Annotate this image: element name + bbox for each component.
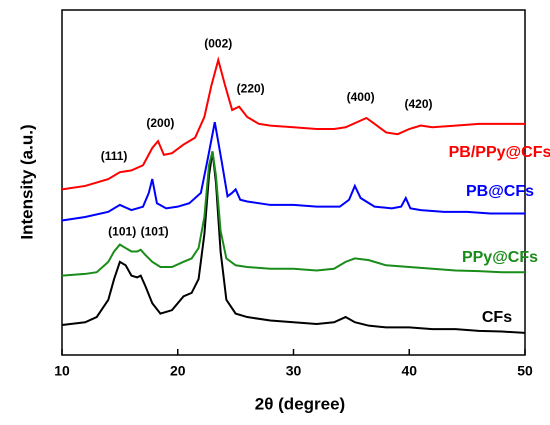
peak-annotation: (101̄) (141, 225, 169, 239)
peak-annotation: (220) (237, 82, 265, 96)
peak-annotation: (002) (204, 37, 232, 51)
x-axis-label: 2θ (degree) (255, 394, 345, 413)
series-line (61, 151, 526, 334)
x-tick-label: 40 (401, 363, 417, 379)
x-tick-label: 10 (54, 363, 70, 379)
plot-frame (61, 9, 526, 356)
peak-annotation: (200) (146, 116, 174, 130)
series-line (61, 151, 525, 277)
series-label: PB/PPy@CFs (449, 144, 550, 161)
x-tick-label: 50 (517, 363, 533, 379)
series-label: PB@CFs (466, 183, 534, 200)
peak-annotation: (101) (108, 225, 136, 239)
x-tick-label: 30 (286, 363, 302, 379)
series-line (61, 56, 525, 191)
y-axis-label: Intensity (a.u.) (17, 124, 36, 239)
series-label: CFs (482, 309, 512, 326)
x-tick-label: 20 (170, 363, 186, 379)
peak-annotation: (400) (347, 90, 375, 104)
peak-annotation: (420) (405, 97, 433, 111)
series-label: PPy@CFs (462, 249, 538, 266)
peak-annotation: (111) (101, 149, 128, 163)
series-line (61, 121, 525, 222)
